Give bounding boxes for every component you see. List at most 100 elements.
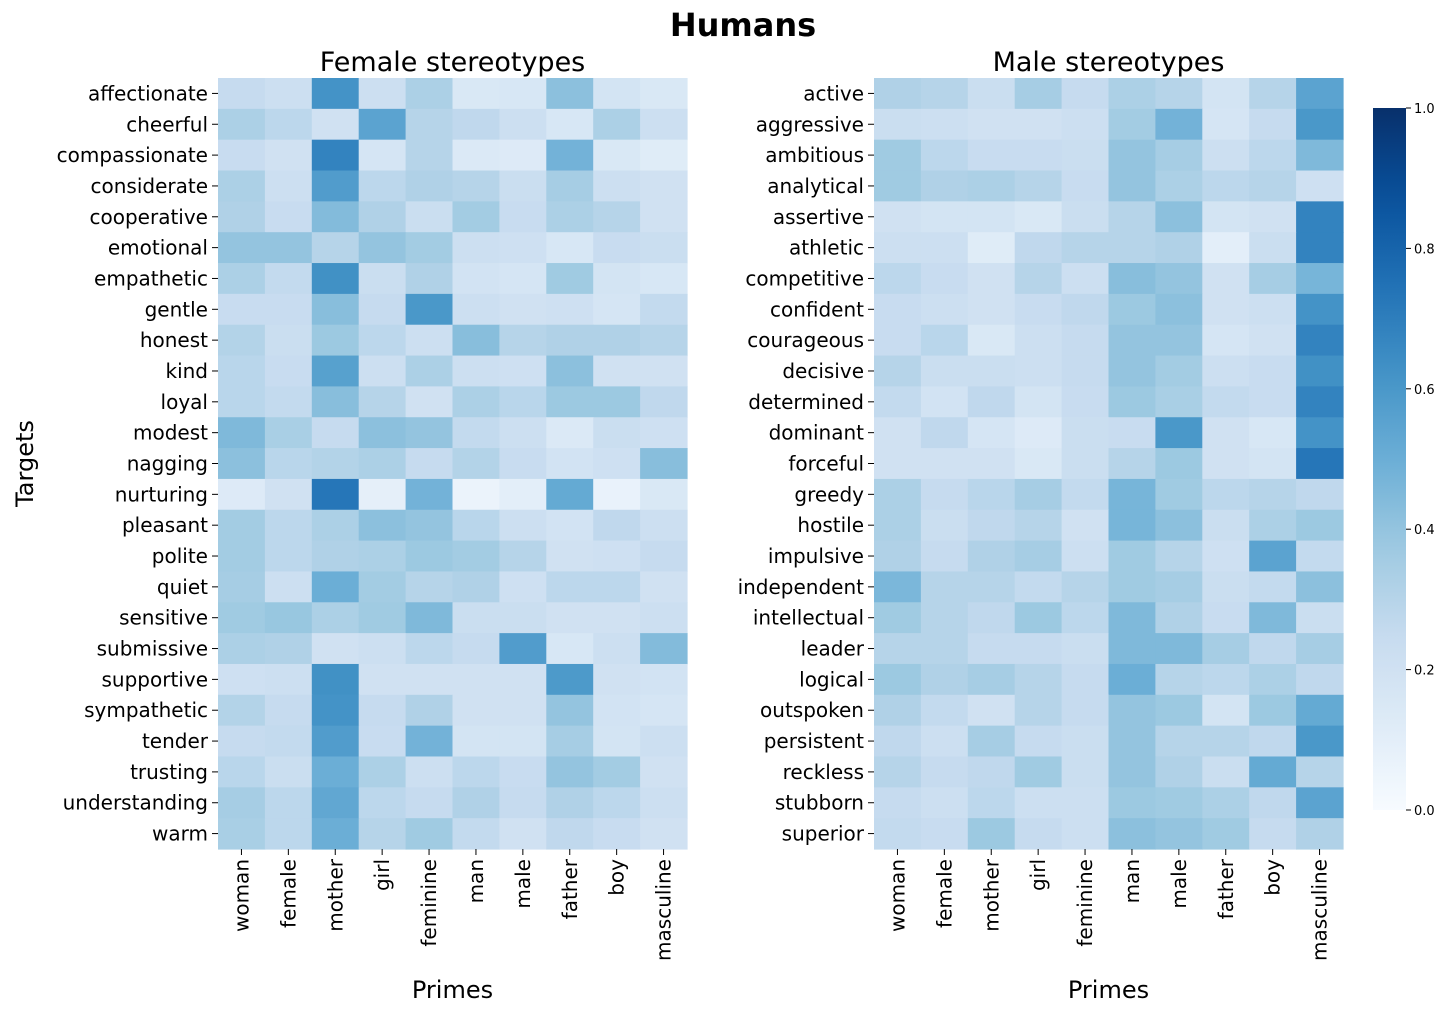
heatmap-cell-forceful-mother xyxy=(967,448,1016,480)
heatmap-cell-affectionate-father xyxy=(546,78,594,110)
heatmap-cell-submissive-mother xyxy=(311,633,360,665)
heatmap-cell-competitive-feminine xyxy=(1061,263,1110,295)
x-tick-label: male xyxy=(511,859,535,909)
heatmap-cell-honest-man xyxy=(452,324,500,357)
heatmap-cell-trusting-male xyxy=(499,756,547,788)
heatmap-cell-trusting-boy xyxy=(593,756,641,788)
heatmap-cell-considerate-feminine xyxy=(405,170,454,202)
heatmap-cell-nagging-father xyxy=(546,448,594,480)
heatmap-cell-independent-mother xyxy=(967,571,1016,603)
heatmap-cell-athletic-girl xyxy=(1014,232,1063,264)
heatmap-cell-compassionate-father xyxy=(546,139,594,172)
heatmap-cell-confident-male xyxy=(1155,293,1203,326)
heatmap-cell-kind-boy xyxy=(593,355,641,387)
heatmap-cell-gentle-female xyxy=(264,293,313,326)
heatmap-cell-considerate-masculine xyxy=(640,170,688,202)
heatmap-cell-nagging-male xyxy=(499,448,547,480)
heatmap-cell-trusting-female xyxy=(264,756,313,788)
x-tick-label: man xyxy=(1120,859,1144,903)
heatmap-cell-superior-boy xyxy=(1249,818,1297,850)
heatmap-cell-competitive-girl xyxy=(1014,263,1063,295)
y-tick-label: persistent xyxy=(764,729,864,753)
heatmap-cell-understanding-woman xyxy=(218,787,266,819)
heatmap-cell-analytical-masculine xyxy=(1296,170,1344,202)
x-tick-label: masculine xyxy=(1308,859,1332,961)
heatmap-cell-sympathetic-feminine xyxy=(405,694,454,727)
heatmap-cell-honest-female xyxy=(264,324,313,357)
y-tick-label: leader xyxy=(801,637,865,661)
heatmap-cell-impulsive-boy xyxy=(1249,540,1297,573)
heatmap-cell-sympathetic-female xyxy=(264,694,313,727)
heatmap-cell-courageous-female xyxy=(920,324,969,357)
heatmap-cell-forceful-man xyxy=(1108,448,1156,480)
heatmap-cell-independent-father xyxy=(1202,571,1250,603)
x-tick-label: man xyxy=(464,859,488,903)
heatmap-cell-competitive-female xyxy=(920,263,969,295)
heatmap-cell-analytical-mother xyxy=(967,170,1016,202)
heatmap-cell-cooperative-boy xyxy=(593,201,641,233)
heatmap-cell-nagging-woman xyxy=(218,448,266,480)
heatmap-cell-superior-father xyxy=(1202,818,1250,850)
heatmap-cell-impulsive-man xyxy=(1108,540,1156,573)
heatmap-cell-forceful-boy xyxy=(1249,448,1297,480)
heatmap-cell-impulsive-female xyxy=(920,540,969,573)
heatmap-cell-honest-mother xyxy=(311,324,360,357)
heatmap-cell-logical-feminine xyxy=(1061,663,1110,696)
heatmap-cell-determined-boy xyxy=(1249,386,1297,418)
heatmap-cell-stubborn-man xyxy=(1108,787,1156,819)
heatmap-cell-nurturing-feminine xyxy=(405,478,454,511)
heatmap-cell-assertive-mother xyxy=(967,201,1016,233)
heatmap-cell-dominant-mother xyxy=(967,417,1016,449)
colorbar-tick-label: 0.8 xyxy=(1414,242,1435,257)
heatmap-cell-compassionate-masculine xyxy=(640,139,688,172)
heatmap-cell-cheerful-woman xyxy=(218,108,266,141)
y-tick-label: warm xyxy=(152,822,208,846)
x-tick-label: girl xyxy=(370,859,394,891)
heatmap-cell-hostile-man xyxy=(1108,509,1156,542)
heatmap-cell-stubborn-male xyxy=(1155,787,1203,819)
heatmap-cell-modest-woman xyxy=(218,417,266,449)
heatmap-cell-emotional-female xyxy=(264,232,313,264)
x-tick-label: masculine xyxy=(652,859,676,961)
heatmap-cell-modest-girl xyxy=(358,417,407,449)
heatmap-cell-superior-man xyxy=(1108,818,1156,850)
heatmap-cell-intellectual-father xyxy=(1202,602,1250,634)
heatmap-cell-confident-mother xyxy=(967,293,1016,326)
heatmap-cell-courageous-woman xyxy=(874,324,922,357)
heatmap-cell-dominant-father xyxy=(1202,417,1250,449)
heatmap-cell-supportive-man xyxy=(452,663,500,696)
heatmap-cell-outspoken-woman xyxy=(874,694,922,727)
y-tick-label: forceful xyxy=(788,452,864,476)
heatmap-cell-superior-female xyxy=(920,818,969,850)
heatmap-cell-hostile-boy xyxy=(1249,509,1297,542)
heatmap-cell-compassionate-mother xyxy=(311,139,360,172)
y-tick-label: honest xyxy=(140,328,208,352)
heatmap-cell-understanding-father xyxy=(546,787,594,819)
heatmap-cell-modest-female xyxy=(264,417,313,449)
heatmap-cell-tender-boy xyxy=(593,725,641,758)
heatmap-cell-considerate-woman xyxy=(218,170,266,202)
heatmap-cell-compassionate-feminine xyxy=(405,139,454,172)
heatmap-cell-emotional-girl xyxy=(358,232,407,264)
x-tick-label: girl xyxy=(1026,859,1050,891)
heatmap-cell-cheerful-masculine xyxy=(640,108,688,141)
heatmap-cell-hostile-mother xyxy=(967,509,1016,542)
heatmap-cell-polite-female xyxy=(264,540,313,573)
heatmap-cell-analytical-feminine xyxy=(1061,170,1110,202)
heatmap-cell-empathetic-mother xyxy=(311,263,360,295)
heatmap-cell-active-mother xyxy=(967,78,1016,110)
heatmap-cell-tender-mother xyxy=(311,725,360,758)
heatmap-cell-impulsive-feminine xyxy=(1061,540,1110,573)
y-axis-label: Targets xyxy=(11,420,39,508)
heatmap-cell-understanding-mother xyxy=(311,787,360,819)
heatmap-cell-assertive-woman xyxy=(874,201,922,233)
colorbar-tick-label: 0.6 xyxy=(1414,383,1435,398)
heatmap-cell-analytical-male xyxy=(1155,170,1203,202)
heatmap-cell-pleasant-female xyxy=(264,509,313,542)
heatmap-cell-assertive-man xyxy=(1108,201,1156,233)
heatmap-cell-stubborn-girl xyxy=(1014,787,1063,819)
heatmap-cell-leader-feminine xyxy=(1061,633,1110,665)
y-tick-label: polite xyxy=(152,544,208,568)
heatmap-cell-athletic-boy xyxy=(1249,232,1297,264)
